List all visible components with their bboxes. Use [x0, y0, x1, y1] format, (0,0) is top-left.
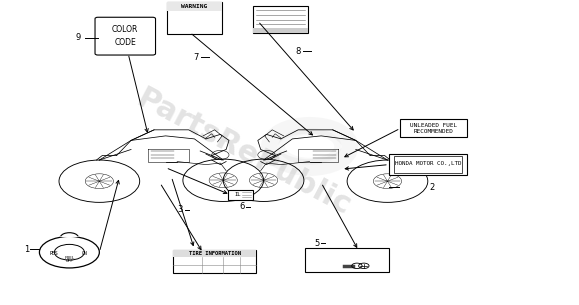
Bar — [254, 6, 308, 33]
Text: TIRE INFORMATION: TIRE INFORMATION — [189, 251, 241, 256]
Text: WARNING: WARNING — [181, 4, 207, 9]
Text: 2: 2 — [430, 183, 435, 192]
Bar — [305, 248, 389, 272]
Text: 5: 5 — [314, 239, 320, 248]
Bar — [389, 154, 467, 175]
FancyBboxPatch shape — [95, 17, 156, 55]
Bar — [173, 250, 256, 257]
Bar — [167, 2, 222, 11]
Bar — [167, 2, 222, 34]
Text: 9: 9 — [76, 33, 81, 42]
Wedge shape — [61, 233, 78, 237]
Text: 8: 8 — [295, 47, 301, 56]
Text: FUEL: FUEL — [64, 256, 75, 260]
Text: OFF: OFF — [65, 259, 74, 263]
Text: 1: 1 — [24, 245, 29, 254]
Text: 6: 6 — [240, 203, 245, 211]
Text: RES: RES — [49, 251, 58, 256]
Text: HONDA MOTOR CO.,LTD: HONDA MOTOR CO.,LTD — [394, 160, 461, 166]
Text: ON: ON — [82, 251, 88, 256]
Bar — [254, 28, 308, 33]
Text: PartsRePublic: PartsRePublic — [131, 84, 356, 221]
Text: UNLEADED FUEL
RECOMMENDED: UNLEADED FUEL RECOMMENDED — [410, 123, 457, 134]
Text: IL: IL — [234, 192, 241, 197]
Text: COLOR
CODE: COLOR CODE — [112, 25, 138, 47]
Bar — [228, 189, 254, 200]
Text: 3: 3 — [177, 206, 183, 214]
Bar — [401, 119, 467, 137]
Bar — [173, 250, 256, 273]
Bar — [394, 156, 462, 173]
Text: 7: 7 — [193, 53, 199, 62]
Circle shape — [39, 236, 100, 268]
